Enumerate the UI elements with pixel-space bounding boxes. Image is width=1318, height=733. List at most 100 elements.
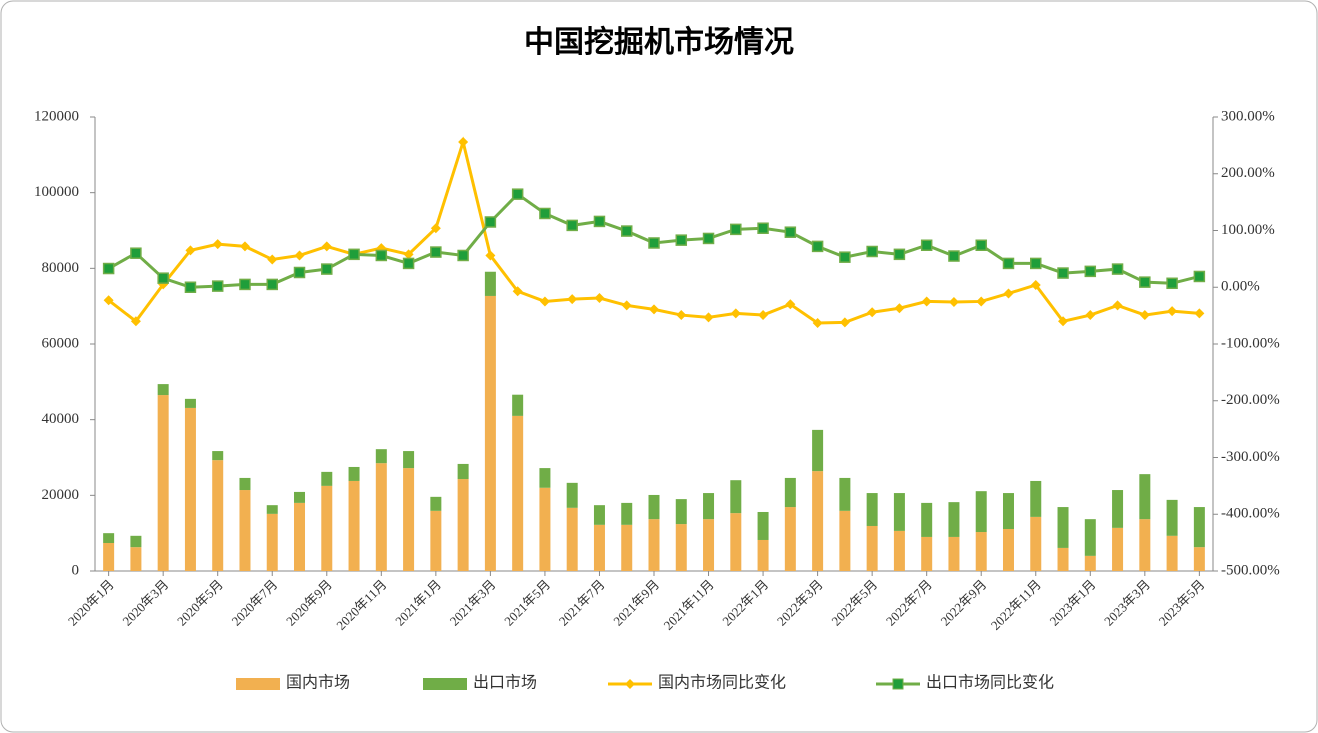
bar: [266, 505, 278, 514]
marker: [757, 222, 769, 234]
bar: [1193, 507, 1205, 548]
chart-title: 中国挖掘机市场情况: [524, 25, 794, 59]
marker: [975, 239, 987, 252]
marker: [1030, 279, 1041, 290]
bar: [1084, 555, 1096, 571]
marker: [621, 300, 632, 311]
marker: [484, 216, 497, 228]
bar: [512, 415, 524, 571]
marker: [1084, 265, 1097, 278]
legend-swatch: [423, 678, 467, 690]
y-tick-label: 60000: [42, 335, 80, 351]
y-tick-label: 20000: [42, 487, 80, 503]
bar: [812, 471, 824, 571]
marker: [430, 223, 441, 234]
bar: [839, 477, 851, 511]
marker: [593, 215, 606, 228]
legend-marker: [892, 678, 904, 690]
bar: [457, 463, 469, 480]
bar: [266, 513, 278, 571]
marker: [649, 304, 659, 315]
bar: [893, 493, 905, 531]
bar: [1030, 480, 1042, 517]
marker: [894, 303, 905, 314]
legend-marker: [625, 679, 635, 689]
marker: [1058, 316, 1069, 327]
bar: [484, 295, 496, 571]
marker: [594, 293, 605, 304]
marker: [1166, 277, 1178, 290]
marker: [675, 234, 688, 246]
bar: [457, 479, 469, 571]
marker: [785, 299, 796, 310]
marker: [893, 248, 906, 261]
marker: [185, 245, 196, 256]
marker: [758, 310, 769, 321]
y2-tick-label: 100.00%: [1221, 222, 1275, 238]
bar: [294, 491, 306, 503]
marker: [1167, 306, 1178, 317]
bar: [948, 502, 960, 537]
marker: [566, 219, 578, 232]
marker: [1194, 308, 1205, 319]
bar: [184, 407, 196, 571]
marker: [430, 246, 442, 258]
bar: [1166, 499, 1178, 536]
marker: [321, 241, 332, 252]
marker: [321, 263, 333, 275]
bar: [375, 463, 387, 571]
bar: [648, 519, 660, 571]
bar: [403, 468, 415, 571]
bar: [212, 451, 224, 461]
marker: [839, 317, 850, 328]
legend-label: 出口市场: [473, 674, 537, 692]
bar: [130, 535, 142, 548]
y2-tick-label: -400.00%: [1221, 506, 1280, 522]
bar: [730, 480, 742, 514]
marker: [730, 308, 741, 319]
bar: [430, 496, 442, 511]
bar: [593, 524, 605, 571]
marker: [103, 295, 114, 306]
marker: [293, 266, 306, 279]
marker: [867, 307, 878, 318]
marker: [648, 237, 660, 249]
marker: [402, 257, 415, 270]
legend-label: 国内市场: [286, 674, 350, 692]
marker: [812, 318, 823, 329]
bar: [1057, 507, 1069, 548]
marker: [348, 248, 360, 261]
marker: [948, 250, 960, 262]
y-tick-label: 120000: [34, 108, 79, 124]
marker: [458, 136, 469, 147]
y2-tick-label: 0.00%: [1221, 279, 1260, 295]
marker: [294, 250, 305, 261]
bar: [648, 494, 660, 520]
bar: [757, 511, 769, 540]
marker: [620, 225, 633, 237]
marker: [539, 296, 550, 307]
marker: [1139, 310, 1150, 321]
marker: [512, 286, 523, 297]
marker: [866, 245, 878, 258]
bar: [893, 530, 905, 571]
bar: [239, 477, 251, 491]
bar: [730, 513, 742, 571]
bar: [975, 491, 987, 533]
y-tick-label: 80000: [42, 260, 80, 276]
marker: [676, 310, 687, 321]
marker: [784, 226, 797, 238]
bar: [294, 502, 306, 571]
bar: [621, 524, 633, 571]
bar: [130, 547, 142, 571]
bar: [430, 510, 442, 571]
bar: [1002, 493, 1014, 530]
bar: [784, 477, 796, 508]
y2-tick-label: -200.00%: [1221, 392, 1280, 408]
bar: [703, 519, 715, 571]
bar: [975, 532, 987, 571]
bar: [921, 502, 933, 537]
marker: [921, 296, 932, 307]
y2-tick-label: -100.00%: [1221, 335, 1280, 351]
